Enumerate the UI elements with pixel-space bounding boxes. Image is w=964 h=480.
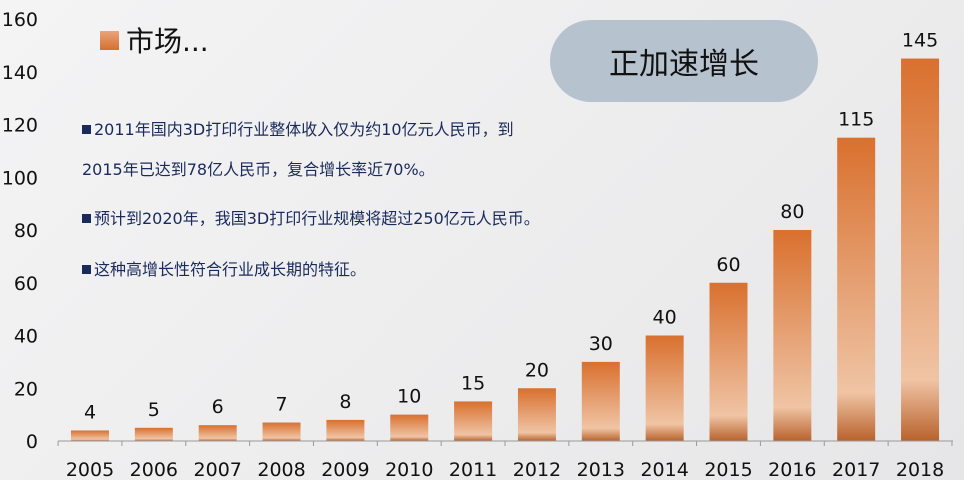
bar-2013 xyxy=(581,361,620,441)
square-bullet-icon xyxy=(82,125,91,134)
section-heading: 市场... xyxy=(100,20,209,60)
bar-2017 xyxy=(837,137,876,441)
data-label-2013: 30 xyxy=(589,333,613,355)
bar-2005 xyxy=(71,430,109,441)
x-tick-label: 2009 xyxy=(321,459,369,480)
note-3: 这种高增长性符合行业成长期的特征。 xyxy=(94,260,367,279)
bar-2009 xyxy=(326,419,365,441)
bar-2008 xyxy=(262,422,301,441)
data-label-2015: 60 xyxy=(716,254,740,276)
growth-badge-label: 正加速增长 xyxy=(609,47,759,82)
data-label-2007: 6 xyxy=(212,396,224,418)
y-tick-label: 80 xyxy=(14,220,38,242)
y-tick-label: 40 xyxy=(14,326,38,348)
x-tick-label: 2007 xyxy=(194,459,242,480)
y-tick-label: 120 xyxy=(2,115,38,137)
x-tick-label: 2011 xyxy=(449,459,497,480)
bar-2010 xyxy=(390,414,429,441)
data-label-2018: 145 xyxy=(902,30,938,52)
note-1: 2011年国内3D打印行业整体收入仅为约10亿元人民币，到 xyxy=(94,120,514,139)
note-1-continued: 2015年已达到78亿人民币，复合增长率近70%。 xyxy=(82,160,435,179)
bar-2006 xyxy=(134,427,173,441)
bar-2018 xyxy=(901,58,940,441)
data-label-2010: 10 xyxy=(397,386,421,408)
y-tick-label: 140 xyxy=(2,62,38,84)
bar-2007 xyxy=(198,425,237,441)
bar-2015 xyxy=(709,282,748,441)
bar-2014 xyxy=(645,335,684,441)
notes-block: 2011年国内3D打印行业整体收入仅为约10亿元人民币，到 2015年已达到78… xyxy=(82,118,602,282)
x-tick-label: 2005 xyxy=(66,459,114,480)
x-tick-label: 2015 xyxy=(704,459,752,480)
x-tick-label: 2013 xyxy=(577,459,625,480)
bar-2011 xyxy=(454,401,493,441)
data-label-2009: 8 xyxy=(339,391,351,413)
x-tick-label: 2006 xyxy=(130,459,178,480)
data-label-2014: 40 xyxy=(653,307,677,329)
x-tick-label: 2016 xyxy=(768,459,816,480)
note-2: 预计到2020年，我国3D打印行业规模将超过250亿元人民币。 xyxy=(94,209,540,228)
bar-2012 xyxy=(517,388,556,441)
x-tick-label: 2018 xyxy=(896,459,944,480)
square-bullet-icon xyxy=(82,265,91,274)
data-label-2016: 80 xyxy=(780,201,804,223)
x-tick-label: 2017 xyxy=(832,459,880,480)
data-label-2008: 7 xyxy=(276,394,288,416)
data-label-2006: 5 xyxy=(148,399,160,421)
data-label-2017: 115 xyxy=(838,109,874,131)
heading-text: 市场... xyxy=(126,25,209,58)
x-tick-label: 2014 xyxy=(640,459,688,480)
x-tick-label: 2012 xyxy=(513,459,561,480)
y-tick-label: 20 xyxy=(14,378,38,400)
y-tick-label: 100 xyxy=(2,167,38,189)
data-label-2011: 15 xyxy=(461,372,485,394)
data-label-2005: 4 xyxy=(84,401,96,423)
growth-badge: 正加速增长 xyxy=(550,20,818,102)
square-bullet-icon xyxy=(82,214,91,223)
data-label-2012: 20 xyxy=(525,359,549,381)
bar-2016 xyxy=(773,230,812,441)
y-tick-label: 160 xyxy=(2,9,38,31)
y-tick-label: 0 xyxy=(26,431,38,453)
x-tick-label: 2008 xyxy=(257,459,305,480)
orange-square-bullet-icon xyxy=(100,30,119,50)
x-tick-label: 2010 xyxy=(385,459,433,480)
y-tick-label: 60 xyxy=(14,273,38,295)
